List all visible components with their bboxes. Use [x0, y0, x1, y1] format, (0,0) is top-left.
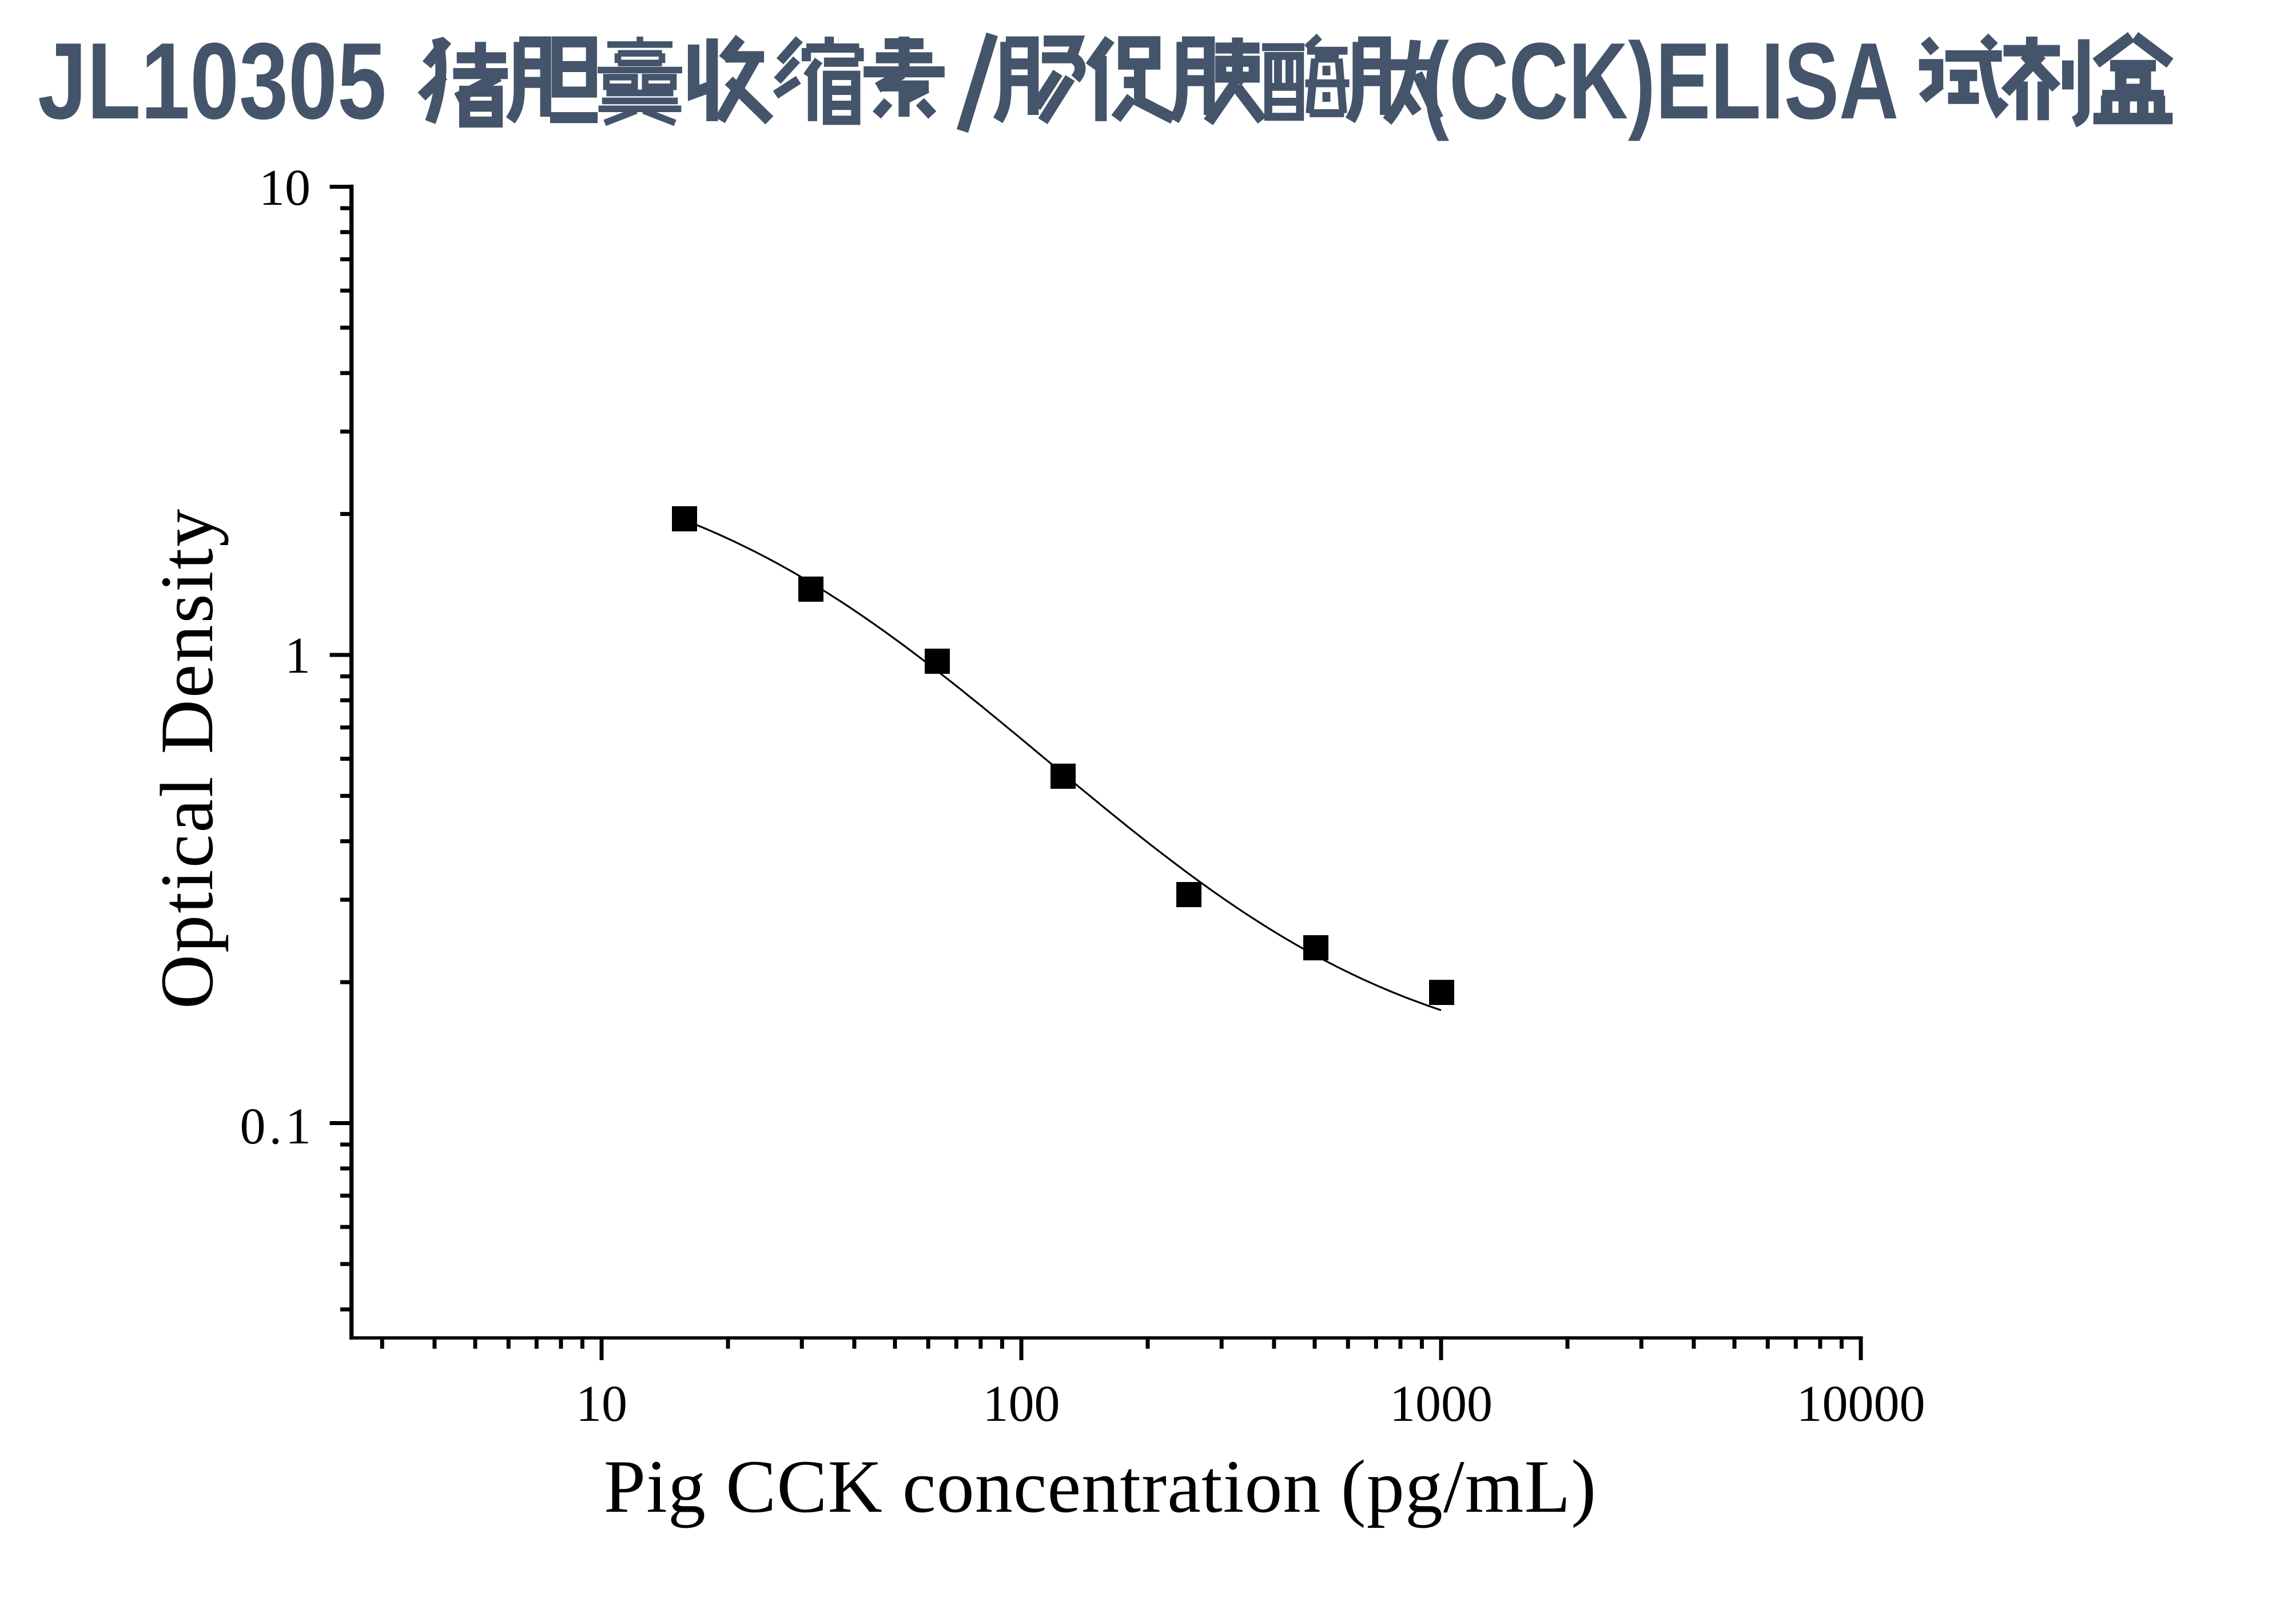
svg-text:Optical Density: Optical Density — [145, 507, 229, 1009]
svg-text:10: 10 — [576, 1376, 627, 1432]
svg-text:10: 10 — [259, 160, 311, 216]
svg-text:Pig CCK concentration (pg/mL): Pig CCK concentration (pg/mL) — [604, 1444, 1597, 1528]
svg-text:0.1: 0.1 — [240, 1098, 315, 1155]
svg-text:10000: 10000 — [1797, 1376, 1925, 1432]
svg-text:(CCK)ELISA: (CCK)ELISA — [1422, 20, 1899, 142]
svg-text:JL10305: JL10305 — [38, 20, 387, 142]
svg-text:100: 100 — [983, 1376, 1060, 1432]
svg-text:1: 1 — [285, 627, 311, 684]
svg-text:1000: 1000 — [1390, 1376, 1493, 1432]
